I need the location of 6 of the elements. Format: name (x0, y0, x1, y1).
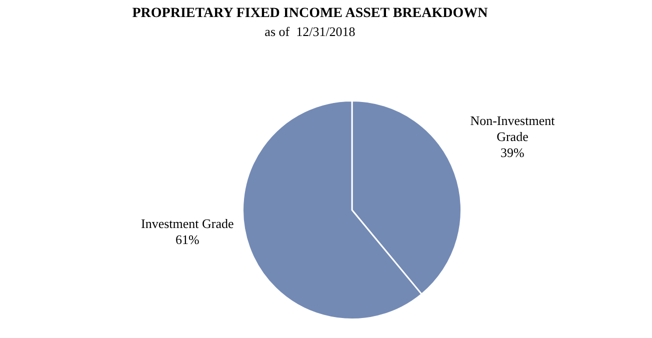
slice-label: Investment Grade (141, 216, 234, 231)
chart-title: PROPRIETARY FIXED INCOME ASSET BREAKDOWN (131, 6, 489, 22)
data-label: 61% (175, 232, 200, 247)
data-label: 39% (500, 144, 525, 160)
chart-subtitle: as of 12/31/2018 (264, 24, 356, 40)
slice-label: Non-Investment Grade (470, 112, 556, 144)
